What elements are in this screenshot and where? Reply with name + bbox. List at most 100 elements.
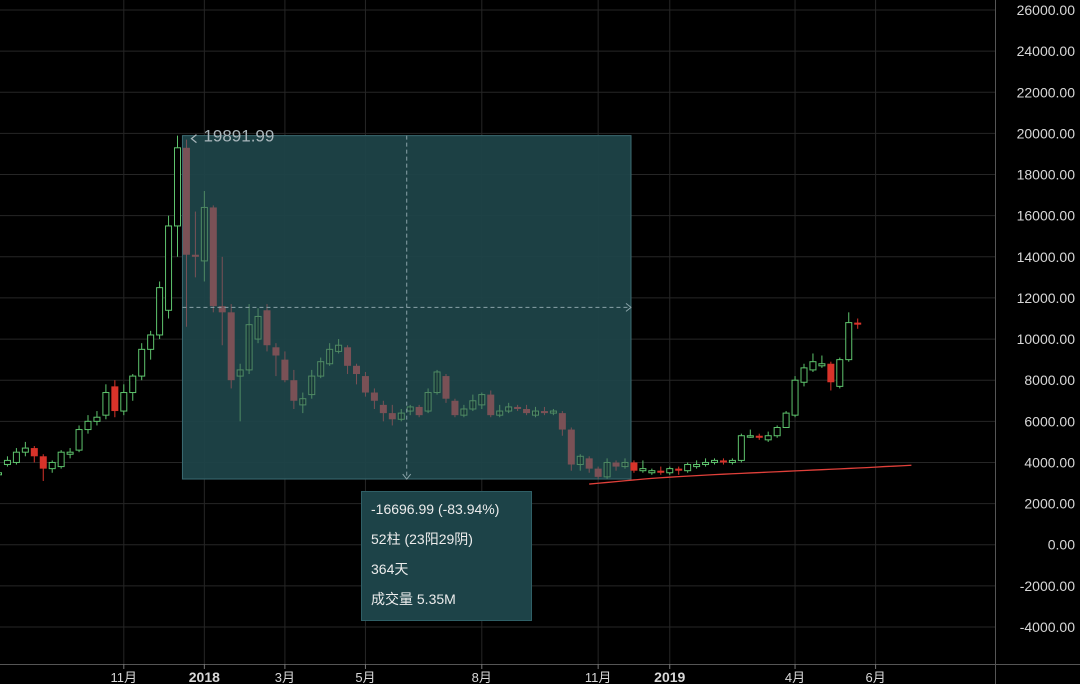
- candle: [576, 454, 584, 471]
- candle: [505, 402, 513, 414]
- candle-body: [406, 406, 414, 412]
- candle-body: [719, 460, 727, 463]
- price-tick-label: 18000.00: [1017, 167, 1076, 183]
- candle: [200, 190, 208, 282]
- candle-body: [308, 375, 316, 396]
- candle: [836, 357, 844, 389]
- candle: [147, 330, 155, 360]
- candle: [487, 390, 495, 418]
- candle: [693, 460, 701, 469]
- candle-body: [39, 456, 47, 469]
- candle: [75, 425, 83, 453]
- price-tick-label: 0.00: [1048, 537, 1075, 553]
- candle-body: [433, 371, 441, 394]
- candle: [782, 411, 790, 429]
- candle-body: [174, 147, 181, 227]
- candle-body: [505, 406, 513, 412]
- candle: [496, 404, 504, 418]
- candle-body: [21, 447, 29, 453]
- candle: [281, 351, 289, 383]
- candle-body: [263, 310, 271, 346]
- candle: [379, 400, 387, 422]
- candle: [415, 404, 423, 418]
- moving-average-path: [589, 464, 912, 485]
- candle: [3, 456, 11, 467]
- candle-body: [353, 365, 360, 375]
- candle-body: [791, 379, 799, 416]
- candle: [120, 384, 128, 416]
- candle: [666, 466, 674, 475]
- price-tick-label: 4000.00: [1024, 454, 1075, 470]
- candle: [540, 406, 548, 416]
- candle-body: [388, 413, 396, 420]
- candle: [290, 369, 298, 409]
- candle: [174, 135, 181, 257]
- measure-overlay: 19891.99: [182, 127, 632, 480]
- candle: [191, 211, 199, 278]
- candle: [218, 256, 226, 346]
- candle: [451, 398, 459, 418]
- time-tick-label: 2019: [654, 669, 685, 684]
- candle-body: [523, 408, 531, 414]
- candle: [746, 429, 754, 438]
- price-tick-label: 2000.00: [1024, 496, 1075, 512]
- candle-body: [370, 392, 378, 401]
- candle: [800, 363, 808, 387]
- candle-body: [469, 400, 477, 410]
- time-axis[interactable]: 月11月20183月5月8月11月20194月6月: [0, 664, 1080, 684]
- candle: [737, 433, 745, 463]
- candle: [469, 394, 477, 412]
- candle: [182, 139, 190, 327]
- volume-text: 成交量 5.35M: [371, 591, 456, 607]
- candle: [66, 448, 74, 459]
- candle: [424, 388, 432, 414]
- candle: [308, 369, 316, 399]
- candle-body: [156, 287, 164, 336]
- candle: [728, 458, 736, 465]
- candle-body: [102, 392, 110, 416]
- candle: [272, 343, 280, 377]
- measure-info-panel: -16696.99 (-83.94%) 52柱 (23阳29阴) 364天 成交…: [361, 491, 532, 621]
- candle-body: [424, 392, 432, 412]
- candle-body: [809, 361, 817, 371]
- candle: [558, 411, 566, 436]
- candle-body: [93, 416, 101, 422]
- candle-body: [675, 468, 683, 471]
- candle-body: [746, 435, 754, 438]
- candle-body: [200, 206, 208, 262]
- day-count-text: 364天: [371, 561, 409, 577]
- candle: [603, 458, 611, 479]
- candle-body: [120, 392, 128, 412]
- candle-body: [621, 461, 629, 468]
- candle: [532, 406, 539, 418]
- price-axis[interactable]: 26000.00 24000.00 22000.00 20000.00 18000.00…: [995, 0, 1076, 684]
- candle-body: [764, 435, 772, 441]
- price-tick-label: 6000.00: [1024, 413, 1075, 429]
- candle-body: [30, 448, 38, 457]
- candle: [245, 304, 253, 375]
- measure-right-arrow: [625, 303, 632, 312]
- candle: [719, 458, 727, 465]
- price-tick-label: 12000.00: [1017, 290, 1076, 306]
- moving-average-line: [589, 464, 912, 485]
- candle: [326, 343, 334, 366]
- candle-body: [487, 394, 495, 416]
- candle: [478, 392, 486, 409]
- price-tick-label: 16000.00: [1017, 208, 1076, 224]
- candle: [630, 460, 638, 473]
- candle: [48, 460, 56, 473]
- time-tick-label: 3月: [275, 670, 295, 684]
- price-tick-label: 26000.00: [1017, 2, 1076, 18]
- price-tick-label: 20000.00: [1017, 125, 1076, 141]
- time-tick-label: 2018: [189, 669, 220, 684]
- candle: [263, 304, 271, 352]
- candle: [791, 376, 799, 418]
- candle-body: [496, 410, 504, 416]
- time-tick-label: 4月: [785, 670, 805, 684]
- candle-body: [612, 462, 620, 467]
- candle-body: [630, 462, 638, 471]
- price-tick-label: 22000.00: [1017, 84, 1076, 100]
- candle: [433, 369, 441, 395]
- candle-body: [639, 468, 647, 472]
